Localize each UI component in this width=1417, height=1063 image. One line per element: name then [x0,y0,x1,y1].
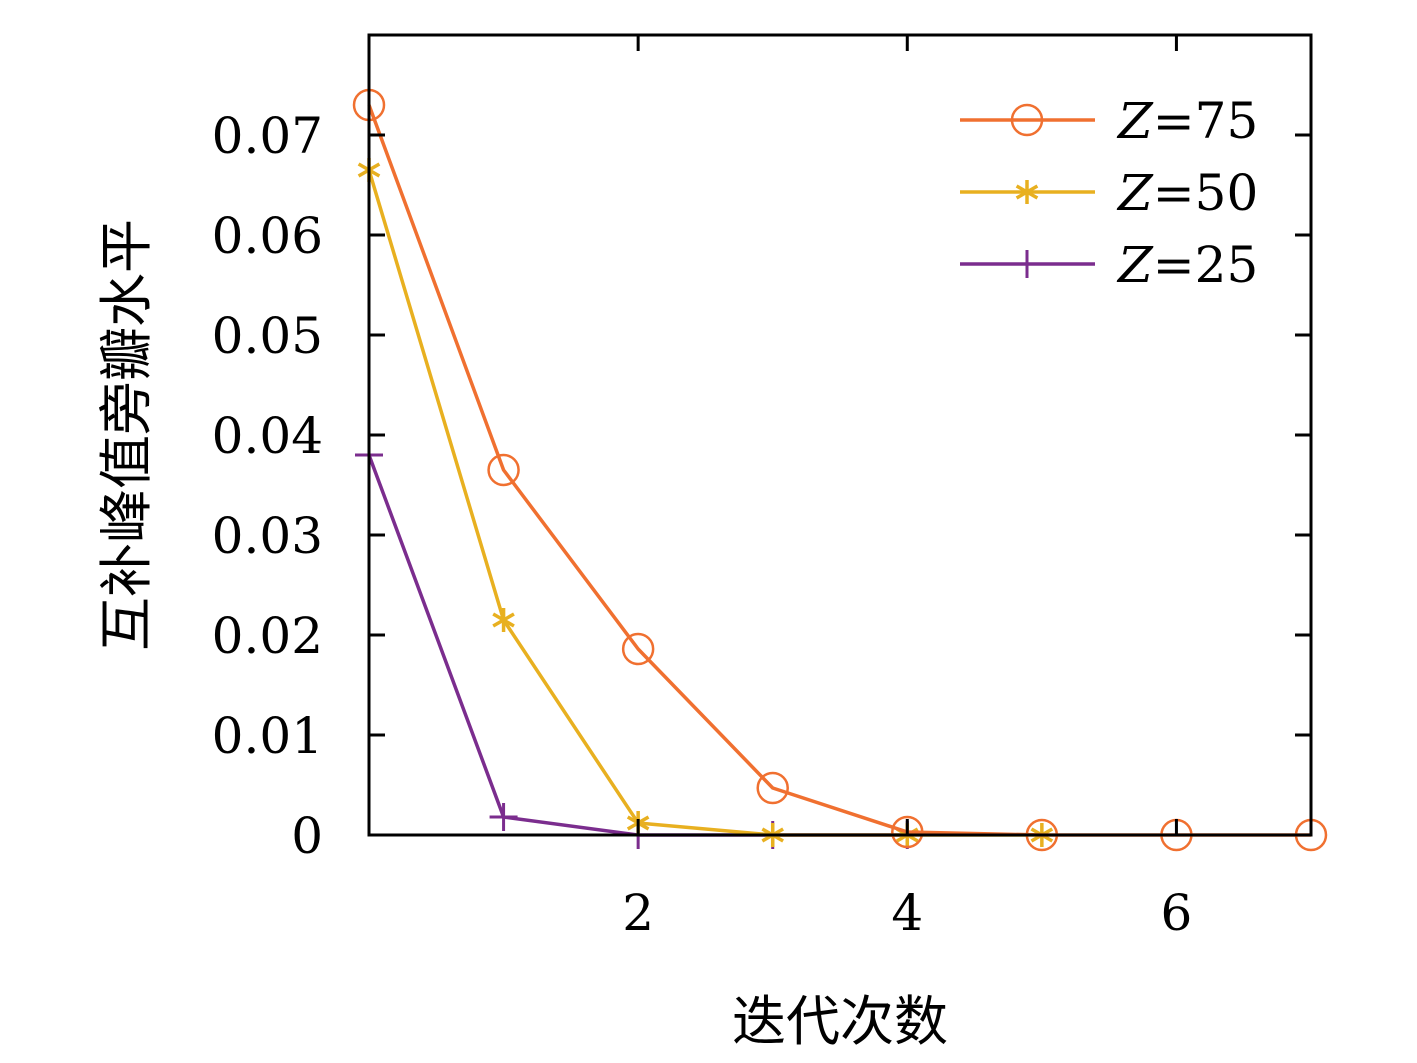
legend: Z=75Z=50Z=25 [960,92,1258,294]
data-point-plus [489,803,518,831]
data-point-circle [756,771,789,805]
legend-label-var: Z [1116,236,1154,294]
legend-label-value: =75 [1153,92,1259,150]
x-tick-label: 6 [1161,884,1193,942]
legend-label-value: =25 [1153,236,1259,294]
legend-label-var: Z [1116,164,1154,222]
series-line [367,454,908,837]
y-tick-label: 0 [291,807,323,865]
y-tick-label: 0.05 [212,307,323,365]
axis-ticks: 0 0.01 0.02 0.03 0.04 0.05 0.06 0.07 2 4 6 [212,35,1311,942]
data-point-asterisk [492,608,515,632]
data-point-circle [891,815,924,849]
x-tick-label: 2 [622,884,654,942]
legend-label-value: =50 [1153,164,1259,222]
y-tick-label: 0.07 [212,107,323,165]
y-tick-label: 0.02 [212,607,323,665]
y-tick-label: 0.01 [212,707,323,765]
y-tick-label: 0.04 [212,407,323,465]
legend-label: Z=25 [1116,236,1258,294]
y-tick-label: 0.06 [212,207,323,265]
data-point-circle [487,453,520,487]
data-point-plus [1013,250,1041,278]
data-point-circle [621,632,655,666]
y-tick-label: 0.03 [212,507,323,565]
legend-label: Z=75 [1116,92,1258,150]
data-point-circle [1010,103,1044,137]
x-axis-label: 迭代次数 [732,990,948,1053]
legend-label-var: Z [1116,92,1154,150]
plot-frame [367,33,1313,837]
data-point-asterisk [1015,180,1039,204]
series-line [367,169,1042,837]
legend-label: Z=50 [1116,164,1258,222]
y-axis-label: 互补峰值旁瓣水平 [95,219,158,651]
x-tick-label: 4 [891,884,923,942]
